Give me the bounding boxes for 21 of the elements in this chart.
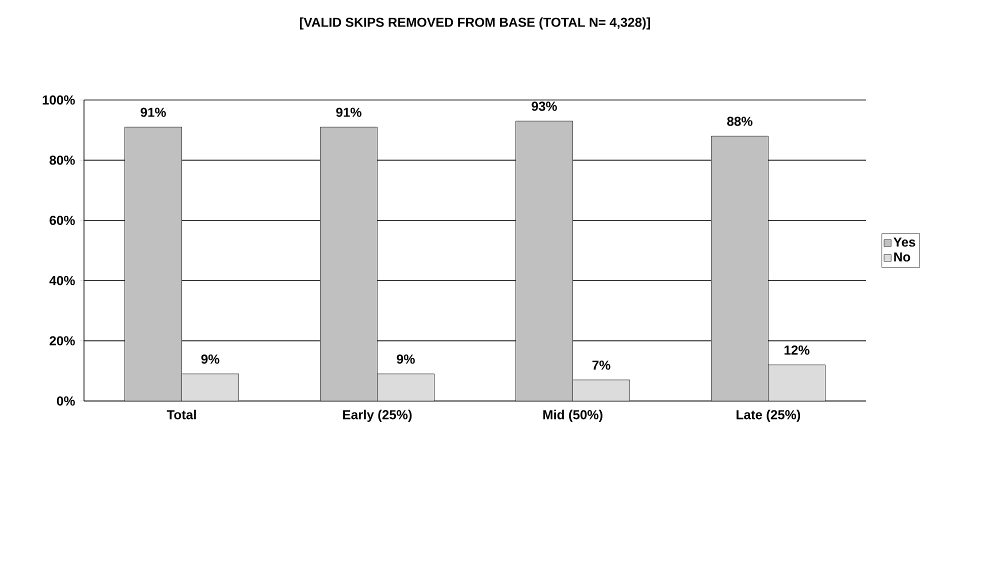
x-tick-label: Late (25%) bbox=[736, 410, 800, 422]
y-tick-label: 20% bbox=[50, 336, 75, 346]
x-tick-label: Early (25%) bbox=[343, 410, 412, 422]
data-label: 91% bbox=[140, 108, 166, 117]
y-tick-label: 60% bbox=[50, 216, 75, 225]
data-label: 12% bbox=[784, 346, 810, 355]
y-tick-label: 80% bbox=[50, 156, 75, 165]
x-tick-label: Mid (50%) bbox=[543, 410, 602, 422]
data-label: 91% bbox=[336, 108, 362, 117]
data-label: 7% bbox=[592, 360, 610, 370]
x-tick-label: Total bbox=[166, 410, 196, 420]
data-label: 88% bbox=[727, 116, 752, 126]
data-label: 93% bbox=[532, 102, 557, 111]
y-tick-label: 100% bbox=[42, 95, 75, 105]
legend-label: Yes bbox=[894, 238, 916, 247]
legend-label: No bbox=[894, 252, 910, 262]
y-tick-label: 40% bbox=[49, 276, 75, 286]
data-label: 9% bbox=[201, 354, 220, 364]
chart-title: [VALID SKIPS REMOVED FROM BASE (TOTAL N= 4,328)] bbox=[300, 17, 650, 30]
y-tick-label: 0% bbox=[56, 396, 75, 406]
data-label: 9% bbox=[396, 354, 415, 364]
